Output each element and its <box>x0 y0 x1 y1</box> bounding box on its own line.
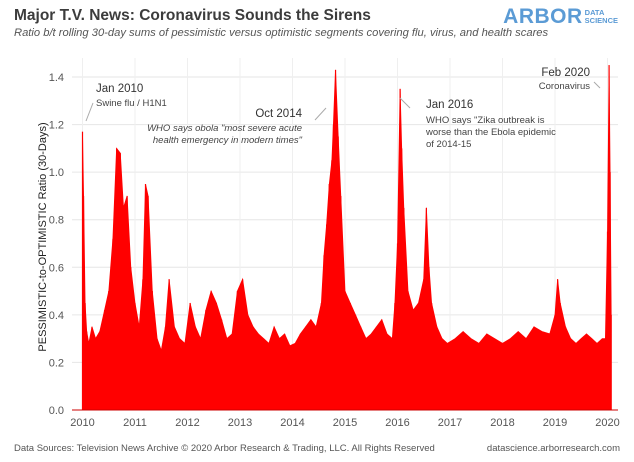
logo-sub-data: DATA <box>584 8 605 17</box>
x-tick-label: 2013 <box>228 417 252 429</box>
x-tick-label: 2020 <box>595 417 619 429</box>
x-tick-label: 2014 <box>280 417 304 429</box>
data-source-note: Data Sources: Television News Archive © … <box>14 443 435 454</box>
annotation-text-line-2: worse than the Ebola epidemic <box>425 127 556 138</box>
annotation-date: Feb 2020 <box>541 67 590 79</box>
x-tick-label: 2012 <box>175 417 199 429</box>
x-tick-label: 2015 <box>333 417 357 429</box>
y-tick-label: 0.2 <box>49 357 64 369</box>
chart-title: Major T.V. News: Coronavirus Sounds the … <box>14 7 371 24</box>
y-tick-label: 1.0 <box>49 167 64 179</box>
annotation-line <box>593 81 601 89</box>
y-tick-label: 1.4 <box>49 72 64 84</box>
y-axis-label: PESSIMISTIC-to-OPTIMISTIC Ratio (30-Days… <box>37 122 49 351</box>
logo-wordmark: ARBOR <box>503 5 583 28</box>
arbor-logo: ARBOR DATA SCIENCE <box>503 5 618 29</box>
logo-subtext: DATA SCIENCE <box>585 9 618 25</box>
annotation-text-line-1: WHO says "Zika outbreak is <box>426 115 545 126</box>
annotation-line <box>399 97 411 109</box>
annotation-jan-2016: Jan 2016 WHO says "Zika outbreak is wors… <box>399 97 556 150</box>
x-axis-ticks: 2010 2011 2012 2013 2014 2015 2016 2017 2018 2019… <box>70 417 619 429</box>
x-tick-label: 2017 <box>438 417 462 429</box>
y-tick-label: 0.8 <box>49 215 64 227</box>
annotation-date: Jan 2016 <box>426 99 473 111</box>
chart-subtitle: Ratio b/t rolling 30-day sums of pessimi… <box>14 27 549 39</box>
annotation-text: Coronavirus <box>539 81 590 92</box>
annotation-line <box>314 107 327 121</box>
x-tick-label: 2018 <box>490 417 514 429</box>
y-tick-label: 0.6 <box>49 262 64 274</box>
y-tick-label: 0.0 <box>49 405 64 417</box>
annotation-date: Jan 2010 <box>96 83 143 95</box>
x-tick-label: 2010 <box>70 417 94 429</box>
logo-sub-science: SCIENCE <box>584 16 618 25</box>
x-tick-label: 2016 <box>385 417 409 429</box>
annotation-feb-2020: Feb 2020 Coronavirus <box>539 67 601 92</box>
y-tick-label: 0.4 <box>49 310 64 322</box>
y-tick-label: 1.2 <box>49 120 64 132</box>
annotation-text-line-3: of 2014-15 <box>426 139 471 150</box>
annotation-date: Oct 2014 <box>255 108 302 120</box>
annotation-text-line-2: health emergency in modern times" <box>153 135 303 146</box>
annotation-text-line-1: WHO says obola "most severe acute <box>147 123 302 134</box>
annotation-line <box>85 102 94 122</box>
x-tick-label: 2019 <box>543 417 567 429</box>
annotation-text: Swine flu / H1N1 <box>96 98 167 109</box>
x-tick-label: 2011 <box>123 417 147 429</box>
annotation-jan-2010: Jan 2010 Swine flu / H1N1 <box>85 83 167 122</box>
annotation-oct-2014: Oct 2014 WHO says obola "most severe acu… <box>147 107 327 146</box>
website-link[interactable]: datascience.arborresearch.com <box>486 443 620 454</box>
y-axis-ticks: 0.0 0.2 0.4 0.6 0.8 1.0 1.2 1.4 <box>49 72 64 417</box>
series-layer <box>72 65 618 411</box>
